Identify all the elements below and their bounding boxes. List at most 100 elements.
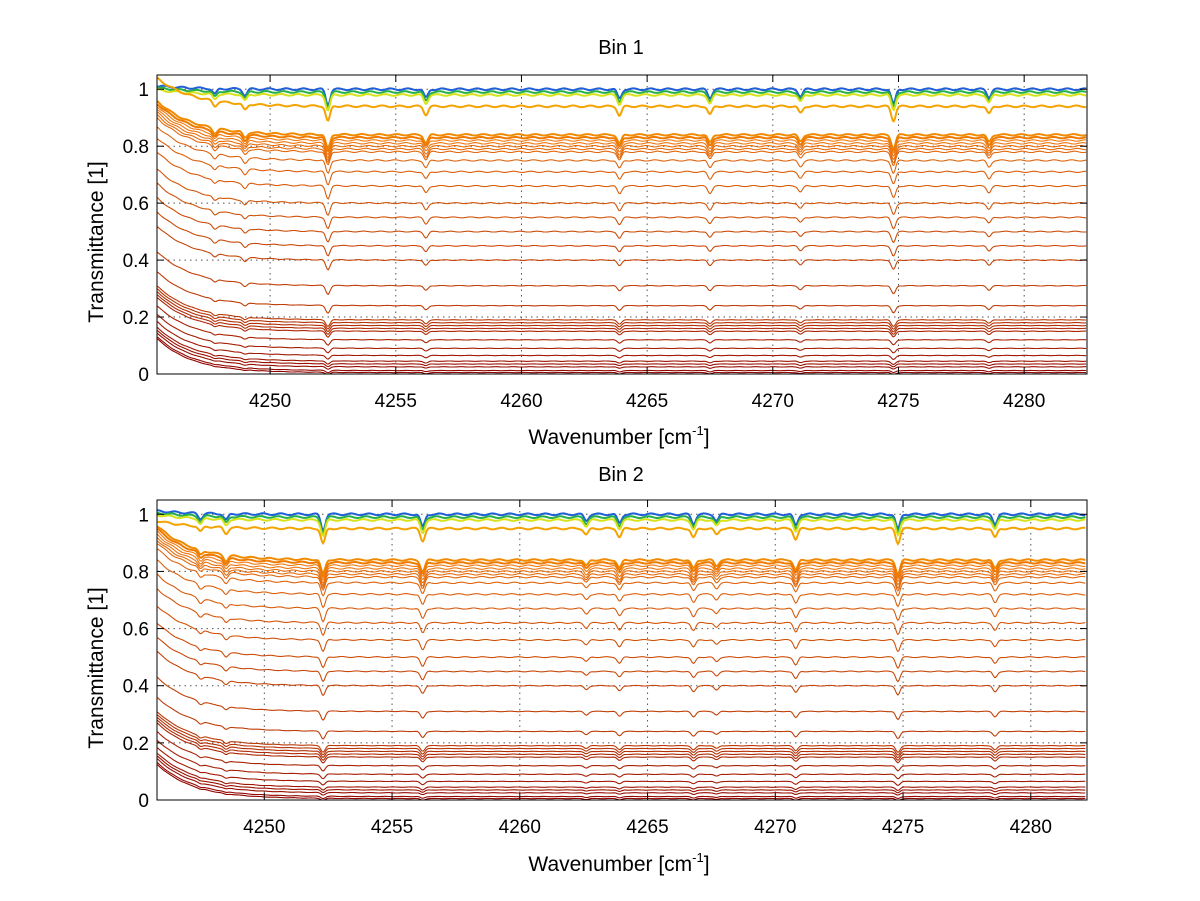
y-tick-label: 0.6 — [123, 194, 149, 215]
chart-title: Bin 2 — [598, 464, 644, 486]
x-tick-label: 4250 — [243, 817, 285, 838]
series-lines — [156, 76, 1087, 375]
series-line — [157, 758, 1086, 796]
y-tick-label: 0 — [138, 365, 149, 386]
series-line — [156, 100, 1087, 151]
series-line — [157, 297, 1087, 338]
series-line — [157, 114, 1087, 164]
x-tick-label: 4250 — [249, 391, 291, 412]
series-line — [157, 731, 1086, 772]
series-line — [157, 138, 1087, 186]
series-line — [157, 109, 1087, 159]
series-line — [157, 197, 1087, 244]
x-axis-ticks: 4250 4255 4260 4265 4270 4275 4280 — [243, 500, 1052, 838]
series-lines — [156, 509, 1086, 801]
chart-title: Bin 1 — [598, 37, 644, 59]
y-tick-label: 0.4 — [123, 677, 150, 698]
series-line — [157, 755, 1086, 794]
series-line — [157, 152, 1087, 200]
x-tick-label: 4260 — [499, 817, 541, 838]
chart-bin-2: Bin 2 4250 4255 4260 4265 4270 4275 4280 0 0.2 0… — [85, 464, 1088, 876]
x-tick-label: 4280 — [1003, 391, 1045, 412]
x-axis-label-superscript: -1 — [692, 423, 704, 438]
x-axis-ticks: 4250 4255 4260 4265 4270 4275 4280 — [249, 75, 1045, 412]
series-line — [157, 88, 1087, 112]
series-line — [157, 719, 1086, 761]
series-line — [156, 76, 1087, 123]
y-tick-label: 0 — [138, 791, 149, 812]
x-axis-label: Wavenumber [cm-1] — [528, 850, 709, 876]
series-line — [157, 711, 1086, 753]
series-line — [157, 321, 1087, 360]
series-line — [157, 762, 1086, 800]
series-line — [157, 514, 1086, 538]
series-line — [157, 226, 1087, 271]
x-tick-label: 4275 — [882, 817, 924, 838]
series-line — [157, 717, 1086, 759]
series-line — [157, 107, 1087, 156]
x-tick-label: 4255 — [375, 391, 417, 412]
x-tick-label: 4270 — [754, 817, 796, 838]
series-line — [157, 285, 1087, 328]
series-line — [157, 294, 1087, 335]
x-axis-label-text: Wavenumber [cm — [528, 853, 692, 876]
x-axis-label-end: ] — [704, 853, 710, 876]
x-tick-label: 4275 — [877, 391, 919, 412]
series-line — [157, 84, 1087, 108]
y-tick-label: 0.2 — [123, 734, 149, 755]
series-line — [157, 291, 1087, 333]
series-line — [157, 588, 1086, 637]
series-line — [157, 540, 1086, 590]
series-line — [157, 520, 1086, 546]
x-axis-label-end: ] — [704, 426, 710, 449]
series-line — [157, 338, 1087, 375]
series-line — [157, 714, 1086, 756]
x-tick-label: 4265 — [626, 391, 668, 412]
series-line — [157, 573, 1086, 623]
series-line — [157, 548, 1086, 597]
y-tick-label: 1 — [138, 505, 149, 526]
x-tick-label: 4265 — [626, 817, 668, 838]
series-line — [157, 530, 1086, 582]
series-line — [157, 676, 1086, 721]
series-line — [157, 537, 1086, 587]
x-tick-label: 4270 — [752, 391, 794, 412]
series-line — [157, 332, 1087, 370]
series-line — [157, 111, 1087, 161]
series-line — [157, 747, 1086, 786]
series-line — [157, 305, 1087, 346]
series-line — [156, 527, 1086, 579]
x-tick-label: 4260 — [500, 391, 542, 412]
series-line — [157, 288, 1087, 330]
series-line — [157, 509, 1086, 533]
x-tick-label: 4255 — [371, 817, 413, 838]
series-line — [157, 182, 1087, 230]
y-axis-label: Transmittance [1] — [85, 587, 108, 748]
y-axis-label: Transmittance [1] — [85, 161, 108, 322]
series-line — [157, 637, 1086, 683]
series-line — [157, 722, 1086, 764]
series-line — [157, 314, 1087, 354]
series-line — [157, 327, 1087, 365]
series-line — [157, 126, 1087, 175]
y-axis-ticks: 0 0.2 0.4 0.6 0.8 1 — [123, 80, 1087, 386]
series-line — [157, 740, 1086, 780]
series-line — [157, 117, 1087, 167]
y-tick-label: 0.8 — [123, 137, 149, 158]
series-line — [157, 559, 1086, 609]
y-tick-label: 0.2 — [123, 308, 149, 329]
series-line — [157, 606, 1086, 653]
x-axis-label-superscript: -1 — [692, 850, 704, 865]
series-line — [157, 697, 1086, 740]
x-axis-label: Wavenumber [cm-1] — [528, 423, 709, 449]
x-tick-label: 4280 — [1010, 817, 1052, 838]
series-line — [157, 271, 1087, 314]
series-line — [157, 330, 1087, 368]
chart-bin-1: Bin 1 4250 4255 4260 4265 4270 4275 4280 00.20… — [85, 37, 1088, 449]
series-line — [157, 251, 1087, 296]
y-tick-label: 0.4 — [123, 251, 150, 272]
series-line — [156, 525, 1086, 577]
y-tick-label: 1 — [138, 80, 149, 101]
plot-frame — [156, 499, 1088, 801]
